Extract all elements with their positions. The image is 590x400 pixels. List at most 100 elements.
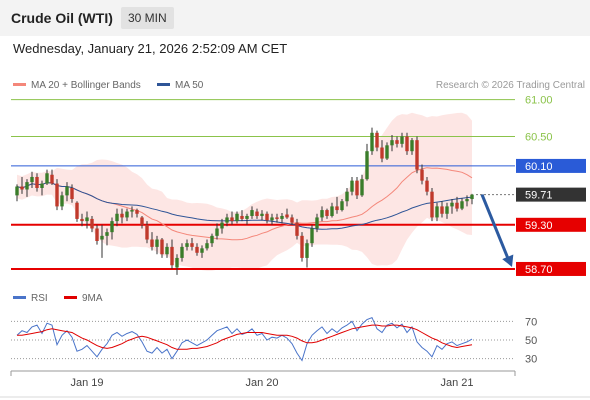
candle	[20, 176, 24, 194]
ma50-line	[16, 182, 473, 230]
candle	[265, 211, 269, 224]
candle-body	[345, 191, 349, 202]
price-labels: 61.00 60.50 60.10 59.71 59.30 58.70	[516, 95, 586, 276]
candle-body	[430, 191, 434, 218]
candle	[105, 228, 109, 246]
candle	[380, 140, 384, 163]
price-label-box	[516, 187, 586, 202]
candle-body	[235, 213, 239, 222]
candle	[375, 130, 379, 152]
ma50-swatch	[157, 82, 170, 86]
candlesticks	[15, 127, 474, 275]
candle	[335, 196, 339, 214]
candle-body	[60, 195, 64, 207]
price-label-text: 60.10	[525, 161, 553, 173]
interval-button[interactable]: 30 MIN	[121, 7, 174, 29]
candle	[150, 232, 154, 251]
candle-body	[75, 202, 79, 219]
moving-averages	[16, 167, 473, 241]
candle	[295, 218, 299, 240]
candle	[50, 169, 54, 186]
bollinger-band-area	[17, 112, 472, 271]
candle	[195, 243, 199, 256]
candle	[115, 208, 119, 227]
candle-body	[325, 210, 329, 216]
forecast-arrow-shaft	[480, 194, 511, 262]
candle-body	[195, 246, 199, 253]
candle	[145, 221, 149, 244]
candle	[370, 127, 374, 155]
candle-body	[215, 228, 219, 236]
candle-body	[465, 199, 469, 202]
candle-body	[105, 232, 109, 236]
candle-body	[315, 217, 319, 229]
candle-body	[360, 179, 364, 196]
candle-body	[190, 243, 194, 247]
candle-body	[450, 202, 454, 207]
candle-body	[115, 213, 119, 222]
candle	[360, 174, 364, 197]
candle-body	[135, 210, 139, 214]
candle-body	[125, 211, 129, 218]
candle-body	[70, 188, 74, 200]
candle	[270, 213, 274, 225]
time-axis-label: Jan 21	[440, 377, 473, 389]
candle-body	[245, 215, 249, 219]
candle-body	[440, 206, 444, 214]
candle-body	[400, 136, 404, 144]
candle-body	[455, 202, 459, 209]
candle	[180, 243, 184, 262]
price-label-text: 60.50	[525, 131, 553, 143]
candle	[300, 232, 304, 262]
candle	[245, 213, 249, 225]
candle-body	[200, 248, 204, 253]
candle	[385, 142, 389, 161]
candle-body	[290, 217, 294, 223]
price-levels	[11, 99, 515, 270]
candle-body	[320, 210, 324, 218]
candle-body	[300, 235, 304, 258]
rsi-swatch	[13, 295, 26, 299]
time-axis-label: Jan 20	[245, 377, 278, 389]
candle	[135, 208, 139, 218]
candle-body	[405, 136, 409, 152]
candle	[190, 238, 194, 251]
time-axis-label: Jan 19	[70, 377, 103, 389]
candle-body	[185, 243, 189, 247]
candle-body	[280, 215, 284, 219]
candle-body	[305, 243, 309, 258]
candle	[450, 199, 454, 214]
candle	[225, 213, 229, 227]
candle-body	[425, 180, 429, 192]
candle	[470, 193, 474, 205]
rsi-tick-label: 50	[525, 335, 537, 347]
price-label-text: 59.71	[525, 190, 553, 202]
candle-body	[415, 140, 419, 170]
candle	[120, 208, 124, 224]
candle	[305, 239, 309, 268]
legend-ma20: MA 20 + Bollinger Bands	[13, 80, 141, 91]
forecast-arrow-head	[502, 254, 514, 267]
candle	[395, 136, 399, 148]
candle-body	[460, 201, 464, 209]
candle	[445, 202, 449, 219]
candle-body	[395, 140, 399, 144]
candle-body	[335, 206, 339, 211]
candle	[30, 171, 34, 188]
candle-body	[255, 211, 259, 216]
candle	[130, 206, 134, 218]
copyright-notice: Research © 2026 Trading Central	[435, 80, 585, 91]
candle-body	[100, 235, 104, 240]
candle	[310, 224, 314, 247]
candle-body	[55, 183, 59, 207]
candle	[340, 199, 344, 212]
candle	[35, 173, 39, 192]
legend-ma9-label: 9MA	[82, 293, 103, 304]
legend-ma50: MA 50	[157, 80, 203, 91]
price-label-support: 58.70	[516, 261, 586, 276]
candle	[285, 208, 289, 219]
candle	[320, 206, 324, 222]
candle	[160, 238, 164, 258]
candle-body	[285, 214, 289, 218]
candle	[410, 137, 414, 155]
